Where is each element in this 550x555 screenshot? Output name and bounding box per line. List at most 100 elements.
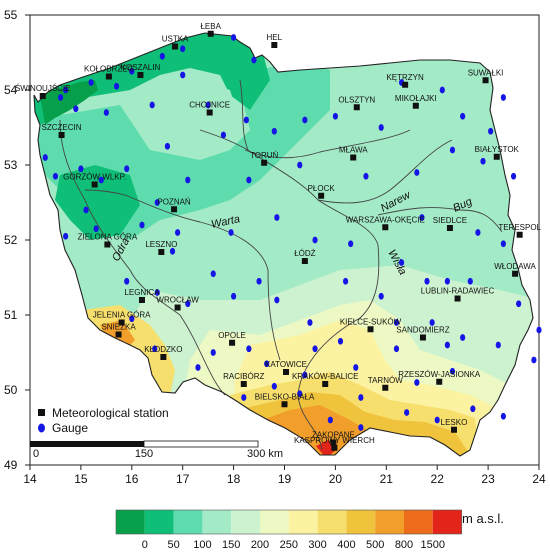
station-marker (436, 378, 443, 385)
station-label: TERESPOL (498, 223, 541, 232)
gauge-marker (531, 356, 537, 364)
station-marker (115, 331, 122, 338)
gauge-marker (271, 382, 277, 390)
x-axis-ticks: 14 15 16 17 18 19 20 21 22 23 24 (23, 465, 546, 486)
station-label: CHOJNICE (189, 101, 230, 110)
gauge-marker (363, 172, 369, 180)
gauge-marker (63, 86, 69, 94)
station-marker (174, 304, 181, 311)
station-marker (322, 381, 329, 387)
color-bar-swatch (116, 510, 145, 534)
x-tick-label: 14 (23, 472, 37, 486)
x-tick-label: 17 (176, 472, 190, 486)
gauge-marker (129, 67, 135, 75)
station-legend-symbol (38, 409, 45, 416)
station-marker (516, 231, 523, 238)
gauge-marker (434, 416, 440, 424)
station-marker (283, 369, 290, 375)
station-marker (158, 249, 165, 255)
station-label: LESZNO (145, 240, 177, 249)
gauge-marker (444, 341, 450, 349)
station-label: WŁODAWA (494, 262, 536, 271)
gauge-marker (429, 319, 435, 326)
station-label: POZNAŃ (157, 197, 191, 206)
station-label: TORUŃ (250, 151, 279, 160)
gauge-marker (113, 82, 120, 90)
elevation-break-label: 500 (366, 539, 384, 550)
color-bar-swatch (173, 510, 203, 534)
elevation-break-label: 100 (193, 539, 211, 550)
station-label: LESKO (441, 418, 468, 427)
gauge-marker (231, 292, 237, 300)
station-marker (330, 439, 337, 446)
elevation-break-label: 250 (280, 539, 298, 550)
station-marker (450, 426, 457, 433)
river-label-warta: Warta (210, 213, 241, 231)
station-label: KOŁOBRZEG (84, 65, 134, 74)
gauge-marker (419, 214, 425, 221)
scale-label-300: 300 km (247, 448, 283, 460)
scale-bar-black (30, 441, 144, 447)
river-bug (377, 207, 503, 233)
gauge-marker (52, 172, 59, 180)
gauge-marker (358, 394, 364, 401)
station-marker (207, 30, 214, 37)
gauge-marker (73, 105, 79, 113)
y-tick-label: 55 (4, 8, 18, 22)
scale-label-150: 150 (135, 448, 153, 460)
color-bar-swatch (202, 510, 232, 534)
gauge-marker (302, 371, 308, 379)
gauge-marker (470, 405, 476, 413)
color-bar-swatch (346, 510, 376, 534)
y-tick-label: 50 (4, 383, 18, 397)
gauge-marker (516, 300, 522, 308)
station-label: WROCŁAW (156, 296, 199, 305)
gauge-marker (414, 379, 420, 386)
gauge-legend-label: Gauge (52, 421, 88, 435)
gauge-marker (449, 146, 456, 154)
color-bar-swatch (231, 510, 260, 534)
gauge-marker (480, 157, 486, 165)
station-marker (118, 319, 125, 326)
station-label: KRAKÓW-BALICE (292, 372, 359, 381)
river-odra (59, 119, 226, 396)
gauge-marker (246, 345, 252, 353)
station-label: RZESZÓW-JASIONKA (398, 370, 481, 379)
station-marker (39, 93, 46, 99)
gauge-marker (424, 277, 430, 285)
station-marker (493, 153, 500, 160)
gauge-marker (475, 229, 481, 236)
station-label: KIELCE-SUKÓW (340, 317, 402, 326)
station-marker (353, 104, 360, 111)
map-legend: Meteorological station Gauge (38, 406, 169, 435)
gauge-marker (139, 221, 145, 229)
color-bar-swatch (260, 510, 289, 534)
x-tick-label: 21 (380, 472, 394, 486)
station-marker (91, 181, 98, 188)
x-tick-label: 22 (431, 472, 445, 486)
station-label: SANDOMIERZ (396, 326, 449, 335)
scale-bar: 0 150 300 km (30, 440, 283, 460)
gauge-marker (327, 416, 333, 424)
station-label: ZAKOPANE (312, 431, 355, 440)
station-label: KŁODZKO (144, 345, 182, 354)
x-tick-label: 19 (278, 472, 292, 486)
gauge-marker (124, 277, 130, 285)
gauge-marker (337, 337, 344, 345)
station-label: SZCZECIN (42, 123, 82, 132)
scale-label-0: 0 (33, 448, 39, 460)
gauge-marker (378, 292, 384, 300)
gauge-marker (256, 277, 262, 285)
y-axis-ticks: 55 54 53 52 51 50 49 (4, 8, 30, 472)
gauge-marker (307, 319, 313, 326)
color-bar-swatch (317, 510, 347, 534)
y-tick-label: 54 (4, 83, 18, 97)
station-marker (58, 132, 65, 138)
gauge-marker (210, 349, 216, 356)
gauge-marker (404, 409, 410, 416)
gauge-marker (164, 142, 171, 150)
elevation-break-label: 300 (308, 539, 326, 550)
x-tick-label: 20 (329, 472, 343, 486)
